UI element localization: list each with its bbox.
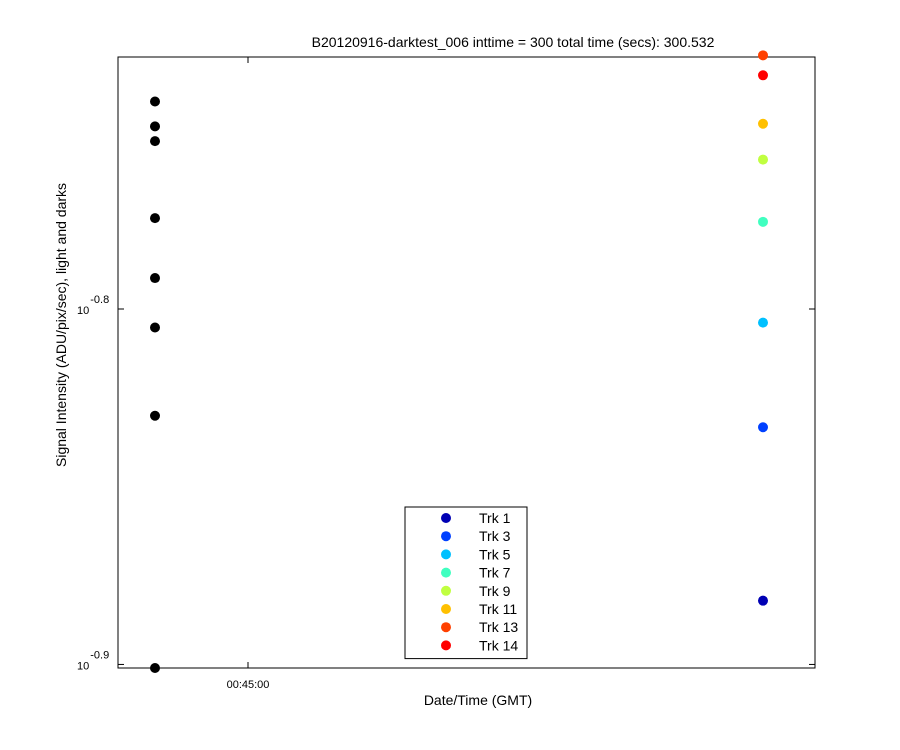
y-tick-label: 10-0.9 [77, 649, 109, 672]
legend-label: Trk 14 [479, 637, 518, 653]
legend-marker [441, 567, 451, 578]
point [758, 422, 768, 433]
tick-base: 10 [77, 660, 89, 672]
point [150, 213, 160, 224]
legend-marker [441, 640, 451, 651]
y-axis-label: Signal Intensity (ADU/pix/sec), light an… [53, 183, 69, 467]
point [150, 121, 160, 132]
legend-label: Trk 9 [479, 583, 511, 599]
point [150, 273, 160, 284]
point [758, 317, 768, 328]
legend-label: Trk 1 [479, 510, 511, 526]
legend-marker [441, 585, 451, 596]
point [150, 663, 160, 673]
legend-marker [441, 513, 451, 523]
legend-marker [441, 531, 451, 542]
chart-title: B20120916-darktest_006 inttime = 300 tot… [312, 34, 715, 50]
legend-box [404, 506, 528, 660]
tick-exponent: -0.9 [90, 649, 109, 661]
point [758, 70, 768, 81]
point [150, 410, 160, 421]
point [758, 50, 768, 61]
point [758, 154, 768, 165]
point [758, 216, 768, 227]
legend-marker [441, 622, 451, 633]
point [758, 595, 768, 606]
point [150, 136, 160, 147]
tick-exponent: -0.8 [90, 294, 109, 306]
legend-marker [441, 549, 451, 560]
legend-label: Trk 3 [479, 528, 511, 544]
legend-label: Trk 13 [479, 619, 518, 635]
x-tick-label: 00:45:00 [227, 679, 270, 691]
y-tick-label: 10-0.8 [77, 294, 109, 317]
point [150, 96, 160, 107]
point [150, 322, 160, 333]
legend-label: Trk 5 [479, 546, 511, 562]
point [758, 118, 768, 129]
x-axis-label: Date/Time (GMT) [424, 692, 532, 708]
legend-label: Trk 7 [479, 565, 511, 581]
tick-base: 10 [77, 305, 89, 317]
legend-label: Trk 11 [479, 601, 517, 617]
legend-marker [441, 604, 451, 614]
